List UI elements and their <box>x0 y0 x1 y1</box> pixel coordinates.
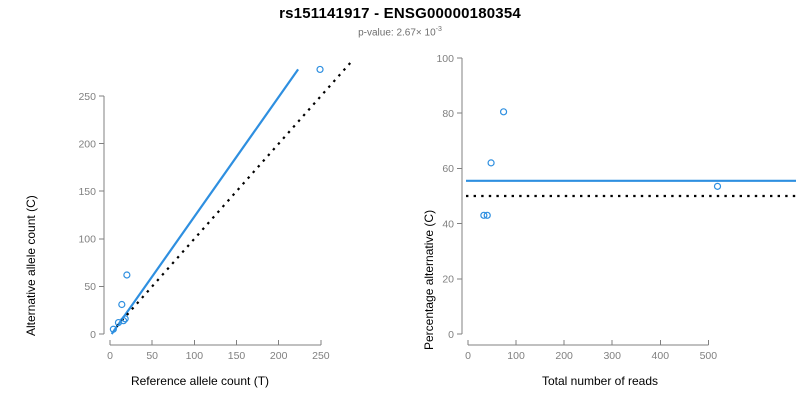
left-plot-svg: 0 50 100 150 200 250 0 50 100 150 200 250 <box>78 59 354 362</box>
y-tick-label: 80 <box>442 108 454 120</box>
data-point <box>499 108 508 116</box>
data-point <box>487 159 495 167</box>
x-tick-label: 200 <box>555 350 573 362</box>
x-tick-label: 150 <box>228 350 246 362</box>
x-tick-label: 0 <box>107 350 113 362</box>
data-point <box>109 325 117 333</box>
data-point <box>713 182 722 190</box>
y-tick-label: 40 <box>442 218 454 230</box>
figure-title: rs151141917 - ENSG00000180354 <box>279 5 521 22</box>
scatter-panel-reference-vs-alternative: 0 50 100 150 200 250 0 50 100 150 200 250 Reference… <box>24 59 354 388</box>
left-y-axis-label: Alternative allele count (C) <box>24 195 38 336</box>
y-tick-label: 20 <box>442 274 454 286</box>
x-tick-label: 100 <box>507 350 525 362</box>
data-point <box>123 271 131 279</box>
identity-line <box>115 59 354 328</box>
data-point <box>119 317 128 325</box>
scatter-panel-reads-vs-percentage: 0 20 40 60 80 100 0 100 200 300 400 500 Total numbe… <box>400 0 800 400</box>
y-tick-label: 150 <box>78 186 96 198</box>
y-tick-label: 50 <box>84 281 96 293</box>
x-tick-label: 400 <box>652 350 670 362</box>
x-tick-label: 0 <box>465 350 471 362</box>
data-point <box>118 300 126 309</box>
y-tick-label: 100 <box>436 53 454 65</box>
x-tick-label: 50 <box>146 350 158 362</box>
pvalue-text: p-value: 2.67× 10 <box>358 27 436 39</box>
y-tick-label: 0 <box>448 329 454 341</box>
y-tick-label: 100 <box>78 234 96 246</box>
fitted-line <box>110 68 300 335</box>
y-tick-label: 0 <box>90 329 96 341</box>
y-tick-label: 200 <box>78 138 96 150</box>
x-tick-label: 500 <box>700 350 718 362</box>
x-tick-label: 250 <box>312 350 330 362</box>
data-point <box>480 211 488 219</box>
y-tick-label: 250 <box>78 91 96 103</box>
y-tick-label: 60 <box>442 163 454 175</box>
pvalue-exponent: -3 <box>435 26 442 33</box>
right-y-axis-label: Percentage alternative (C) <box>422 209 436 350</box>
left-x-axis-label: Reference allele count (T) <box>130 374 270 388</box>
data-point <box>316 65 324 74</box>
x-tick-label: 300 <box>603 350 621 362</box>
figure-subtitle: p-value: 2.67× 10-3 <box>0 26 800 38</box>
data-point <box>483 211 491 219</box>
right-plot-svg: 0 20 40 60 80 100 0 100 200 300 400 500 <box>436 53 796 362</box>
x-tick-label: 200 <box>270 350 288 362</box>
data-point <box>121 315 129 323</box>
right-x-axis-label: Total number of reads <box>541 374 659 388</box>
x-tick-label: 100 <box>186 350 204 362</box>
